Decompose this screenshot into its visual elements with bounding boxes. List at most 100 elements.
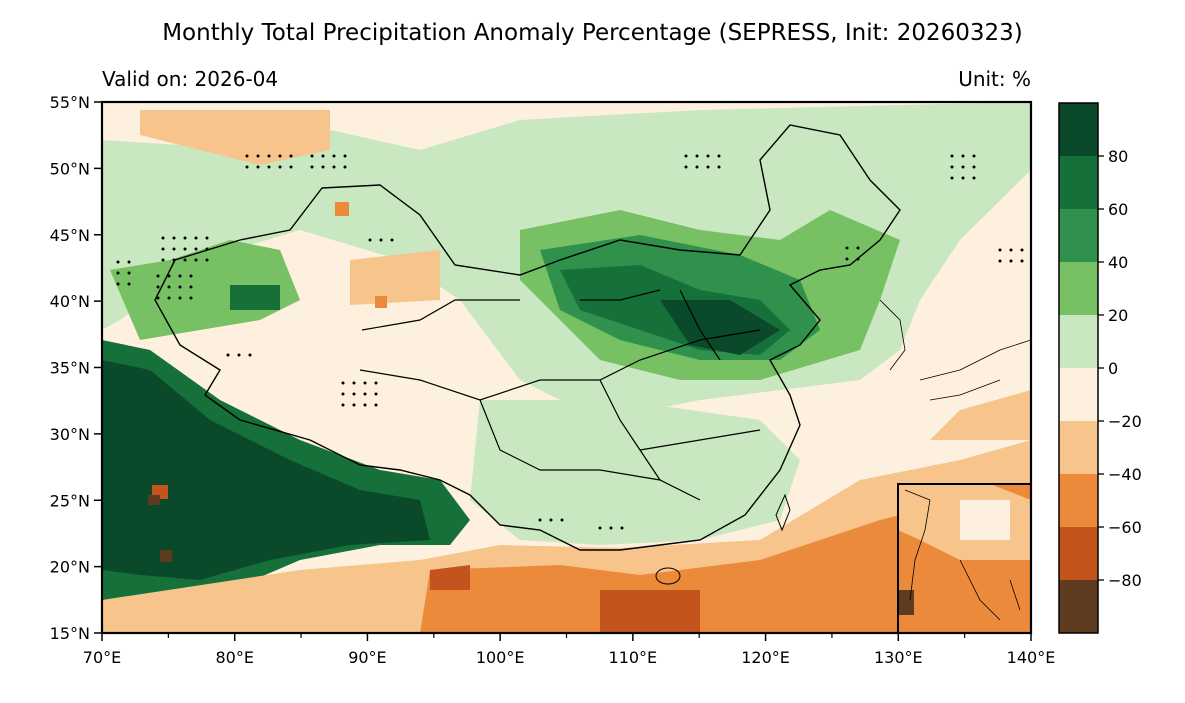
- colorbar-tick-label: −80: [1108, 571, 1142, 590]
- colorbar-segment: [1059, 368, 1098, 422]
- significance-stipple: [116, 154, 1024, 530]
- significance-dot: [1020, 259, 1024, 263]
- significance-dot: [183, 247, 187, 251]
- significance-dot: [267, 154, 271, 158]
- significance-dot: [172, 258, 176, 262]
- lat-tick-label: 30°N: [50, 425, 90, 444]
- lon-tick-label: 100°E: [476, 648, 525, 667]
- significance-dot: [352, 381, 356, 385]
- colorbar-tick-label: −60: [1108, 518, 1142, 537]
- lat-tick-label: 15°N: [50, 624, 90, 643]
- colorbar: 80 60 40 20 0 −20 −40 −60 −80: [1058, 102, 1142, 634]
- significance-dot: [961, 154, 965, 158]
- significance-dot: [961, 165, 965, 169]
- significance-dot: [332, 154, 336, 158]
- significance-dot: [167, 285, 171, 289]
- significance-dot: [161, 258, 165, 262]
- colorbar-segment: [1059, 103, 1098, 157]
- significance-dot: [998, 259, 1002, 263]
- significance-dot: [267, 165, 271, 169]
- significance-dot: [172, 236, 176, 240]
- significance-dot: [856, 246, 860, 250]
- significance-dot: [341, 381, 345, 385]
- significance-dot: [343, 154, 347, 158]
- colorbar-segment: [1059, 421, 1098, 475]
- significance-dot: [127, 271, 131, 275]
- significance-dot: [256, 154, 260, 158]
- significance-dot: [183, 258, 187, 262]
- significance-dot: [183, 236, 187, 240]
- significance-dot: [620, 526, 624, 530]
- significance-dot: [706, 165, 710, 169]
- significance-dot: [374, 381, 378, 385]
- significance-dot: [178, 285, 182, 289]
- significance-dot: [706, 154, 710, 158]
- significance-dot: [352, 403, 356, 407]
- significance-dot: [598, 526, 602, 530]
- significance-dot: [310, 154, 314, 158]
- significance-dot: [156, 296, 160, 300]
- latitude-axis: 55°N 50°N 45°N 40°N 35°N 30°N 25°N 20°N 15°N: [50, 93, 102, 643]
- significance-dot: [374, 392, 378, 396]
- colorbar-tick-label: 60: [1108, 200, 1128, 219]
- significance-dot: [205, 236, 209, 240]
- significance-dot: [189, 296, 193, 300]
- significance-dot: [950, 176, 954, 180]
- colorbar-segment: [1059, 527, 1098, 581]
- significance-dot: [116, 260, 120, 264]
- significance-dot: [1020, 248, 1024, 252]
- significance-dot: [321, 154, 325, 158]
- colorbar-tick-label: −40: [1108, 465, 1142, 484]
- lon-tick-label: 140°E: [1007, 648, 1056, 667]
- significance-dot: [178, 274, 182, 278]
- lon-tick-label: 90°E: [348, 648, 386, 667]
- colorbar-tick-label: 40: [1108, 253, 1128, 272]
- significance-dot: [332, 165, 336, 169]
- significance-dot: [549, 518, 553, 522]
- colorbar-tick-label: 20: [1108, 306, 1128, 325]
- significance-dot: [278, 154, 282, 158]
- taiwan-outline: [775, 493, 791, 532]
- significance-dot: [341, 403, 345, 407]
- significance-dot: [278, 165, 282, 169]
- significance-dot: [950, 154, 954, 158]
- significance-dot: [194, 236, 198, 240]
- significance-dot: [1009, 259, 1013, 263]
- significance-dot: [845, 257, 849, 261]
- significance-dot: [205, 258, 209, 262]
- significance-dot: [972, 176, 976, 180]
- significance-dot: [363, 381, 367, 385]
- significance-dot: [343, 165, 347, 169]
- significance-dot: [856, 257, 860, 261]
- significance-dot: [161, 236, 165, 240]
- lon-tick-label: 130°E: [874, 648, 923, 667]
- lon-tick-label: 80°E: [215, 648, 253, 667]
- significance-dot: [167, 296, 171, 300]
- significance-dot: [368, 238, 372, 242]
- significance-dot: [972, 154, 976, 158]
- significance-dot: [717, 154, 721, 158]
- significance-dot: [245, 165, 249, 169]
- lat-tick-label: 40°N: [50, 292, 90, 311]
- longitude-axis: 70°E 80°E 90°E 100°E 110°E 120°E 130°E 140°E: [83, 633, 1056, 667]
- significance-dot: [845, 246, 849, 250]
- country-outline: [154, 124, 901, 551]
- significance-dot: [321, 165, 325, 169]
- colorbar-segment: [1059, 580, 1098, 634]
- significance-dot: [194, 258, 198, 262]
- significance-dot: [156, 285, 160, 289]
- map-title: Monthly Total Precipitation Anomaly Perc…: [162, 20, 1023, 46]
- colorbar-segment: [1059, 474, 1098, 528]
- significance-dot: [379, 238, 383, 242]
- significance-dot: [609, 526, 613, 530]
- significance-dot: [363, 403, 367, 407]
- lat-tick-label: 25°N: [50, 491, 90, 510]
- colorbar-tick-label: 80: [1108, 147, 1128, 166]
- significance-dot: [1009, 248, 1013, 252]
- unit-label: Unit: %: [958, 67, 1031, 91]
- significance-dot: [189, 274, 193, 278]
- significance-dot: [189, 285, 193, 289]
- significance-dot: [695, 154, 699, 158]
- significance-dot: [127, 260, 131, 264]
